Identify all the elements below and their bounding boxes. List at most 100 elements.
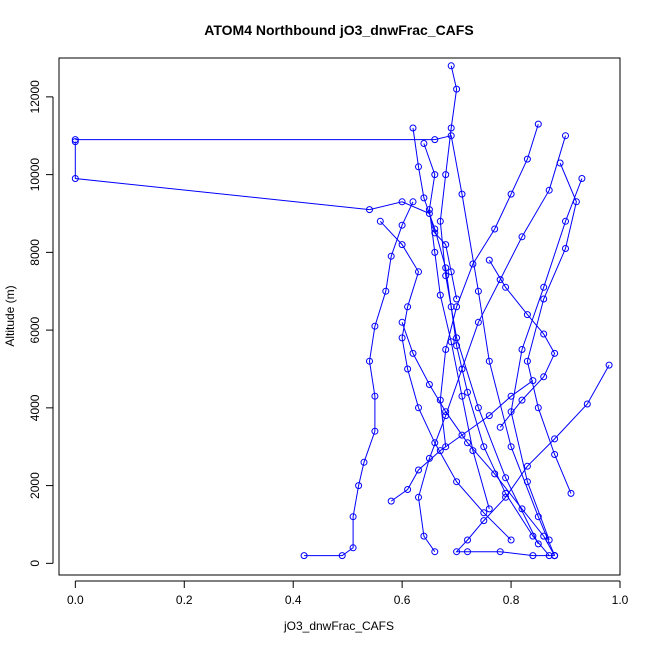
data-point	[540, 532, 548, 540]
data-point	[474, 404, 482, 412]
data-point	[523, 478, 531, 486]
data-point	[442, 408, 450, 416]
data-point	[442, 346, 450, 353]
data-point	[562, 245, 569, 252]
series-line-8	[510, 178, 583, 541]
y-axis: 0 2000 4000 6000 8000 10000 12000	[28, 80, 54, 567]
data-point	[502, 283, 510, 291]
data-point	[518, 505, 526, 513]
data-point	[485, 412, 493, 420]
data-point	[409, 198, 417, 206]
data-point	[409, 349, 417, 357]
data-point	[436, 291, 444, 299]
data-point	[502, 474, 510, 482]
data-point	[404, 303, 412, 311]
data-point	[415, 163, 422, 171]
data-point	[442, 443, 450, 451]
data-point	[453, 548, 461, 556]
data-point	[382, 287, 390, 295]
data-point	[540, 373, 548, 381]
data-point	[71, 136, 79, 144]
data-point	[507, 392, 515, 400]
data-point	[442, 171, 450, 179]
data-point	[371, 427, 379, 435]
data-point	[458, 365, 466, 373]
data-point	[447, 338, 455, 346]
data-point	[464, 439, 471, 447]
data-point	[578, 175, 586, 182]
series-line-7	[455, 364, 610, 557]
data-point	[464, 536, 471, 544]
x-tick-label: 0.8	[503, 593, 520, 607]
data-point	[442, 272, 450, 280]
data-point	[545, 536, 553, 544]
data-point	[529, 532, 537, 540]
data-point	[387, 497, 395, 505]
data-point	[453, 303, 461, 311]
data-point	[415, 268, 422, 276]
data-point	[431, 229, 439, 237]
data-point	[431, 171, 439, 179]
data-point	[545, 552, 553, 560]
data-point	[436, 396, 444, 404]
series-line-4	[412, 127, 550, 556]
series-line-6	[417, 135, 566, 552]
data-point	[425, 206, 433, 214]
data-point	[371, 392, 379, 400]
data-point	[534, 404, 542, 412]
y-tick-label: 4000	[28, 394, 42, 421]
y-tick-label: 0	[28, 560, 42, 567]
data-point	[349, 544, 357, 552]
data-point	[502, 489, 510, 497]
data-point	[562, 132, 569, 140]
series-line-15	[488, 259, 556, 428]
data-point	[447, 268, 455, 276]
plot-frame	[58, 57, 621, 576]
data-point	[540, 330, 548, 338]
data-point	[572, 198, 580, 206]
data-point	[431, 548, 439, 556]
data-point	[485, 357, 493, 365]
data-point	[605, 361, 613, 369]
data-point	[338, 552, 346, 560]
data-point	[540, 295, 548, 303]
data-point	[523, 357, 531, 365]
data-point	[534, 513, 542, 521]
series-line-14	[390, 380, 534, 502]
series-line-13	[401, 322, 556, 556]
data-point	[534, 120, 542, 128]
plot-series-points	[71, 62, 613, 560]
data-point	[469, 447, 477, 455]
data-point	[545, 186, 553, 194]
data-point	[442, 412, 450, 420]
data-point	[523, 311, 531, 319]
data-point	[518, 396, 526, 404]
data-point	[71, 138, 79, 146]
data-point	[491, 470, 499, 478]
data-point	[469, 260, 477, 268]
data-point	[415, 466, 422, 474]
data-point	[404, 365, 412, 373]
data-point	[442, 241, 450, 249]
series-line-10	[423, 143, 490, 510]
data-point	[583, 400, 591, 408]
data-point	[453, 478, 461, 486]
y-axis-label: Altitude (m)	[3, 285, 17, 346]
data-point	[480, 517, 488, 525]
data-point	[551, 552, 559, 560]
data-point	[360, 458, 368, 466]
data-point	[496, 423, 504, 431]
data-point	[529, 377, 537, 385]
chart-title: ATOM4 Northbound jO3_dnwFrac_CAFS	[204, 22, 473, 38]
series-line-3	[304, 201, 414, 557]
data-point	[485, 505, 493, 513]
data-point	[71, 175, 79, 182]
data-point	[518, 346, 526, 353]
data-point	[474, 318, 482, 326]
y-tick-label: 12000	[28, 80, 42, 114]
data-point	[431, 136, 439, 144]
data-point	[529, 552, 537, 560]
data-point	[496, 548, 504, 556]
data-point	[507, 443, 515, 451]
